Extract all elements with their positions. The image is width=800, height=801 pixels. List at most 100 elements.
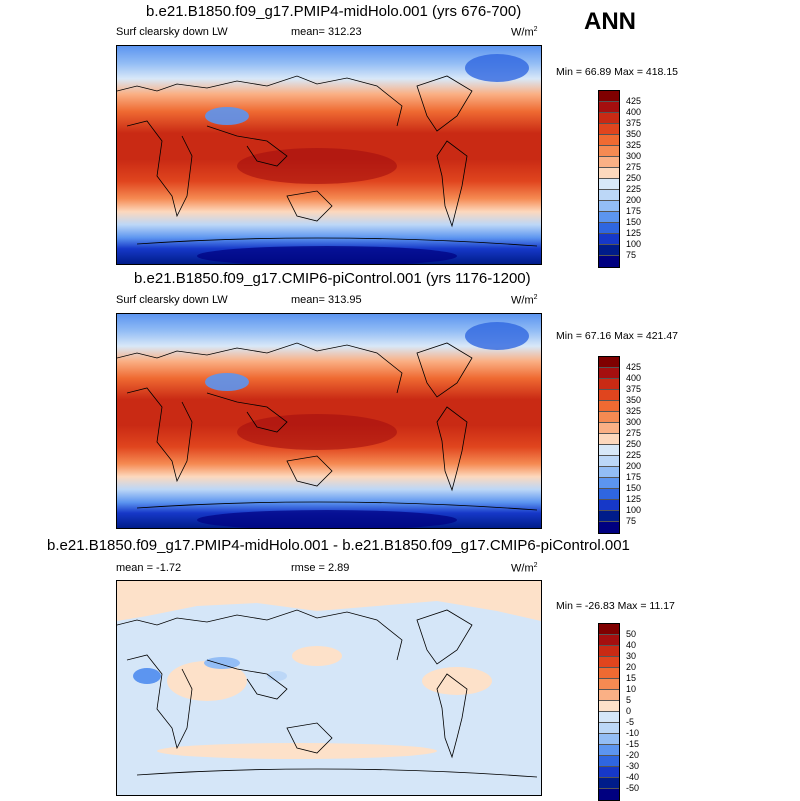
panel2-title: b.e21.B1850.f09_g17.CMIP6-piControl.001 …	[134, 270, 531, 287]
panel3-map	[116, 580, 542, 796]
colorbar-box	[599, 712, 619, 723]
panel1-mean-label: mean= 312.23	[291, 26, 362, 38]
colorbar-tick-label: 15	[626, 673, 637, 683]
colorbar-tick-label: 400	[626, 107, 642, 117]
panel3-title: b.e21.B1850.f09_g17.PMIP4-midHolo.001 - …	[47, 537, 630, 554]
colorbar-box	[599, 102, 619, 113]
colorbar-box	[599, 657, 619, 668]
colorbar-box	[599, 201, 619, 212]
panel1-minmax: Min = 66.89 Max = 418.15	[556, 66, 678, 78]
panel1-colorbar	[598, 90, 620, 268]
panel2-map	[116, 313, 542, 529]
colorbar-tick-label: -40	[626, 772, 640, 782]
colorbar-box	[599, 357, 619, 368]
colorbar-box	[599, 646, 619, 657]
colorbar-box	[599, 723, 619, 734]
colorbar-tick-label: 375	[626, 384, 642, 394]
colorbar-tick-label: 300	[626, 151, 642, 161]
panel2-units: W/m2	[511, 294, 538, 307]
colorbar-box	[599, 522, 619, 533]
colorbar-tick-label: 325	[626, 140, 642, 150]
colorbar-box	[599, 489, 619, 500]
colorbar-tick-label: 75	[626, 250, 637, 260]
colorbar-tick-label: 200	[626, 195, 642, 205]
panel3-colorbar	[598, 623, 620, 801]
panel1-units: W/m2	[511, 26, 538, 39]
colorbar-box	[599, 390, 619, 401]
colorbar-tick-label: 200	[626, 461, 642, 471]
panel2-mean-label: mean= 313.95	[291, 294, 362, 306]
colorbar-box	[599, 256, 619, 267]
colorbar-tick-label: 325	[626, 406, 642, 416]
panel2-colorbar	[598, 356, 620, 534]
colorbar-tick-label: 175	[626, 472, 642, 482]
panel3-mean-label: mean = -1.72	[116, 562, 182, 574]
colorbar-box	[599, 635, 619, 646]
colorbar-tick-label: -15	[626, 739, 640, 749]
panel1-map	[116, 45, 542, 265]
colorbar-tick-label: 75	[626, 516, 637, 526]
colorbar-tick-label: 275	[626, 428, 642, 438]
colorbar-box	[599, 456, 619, 467]
colorbar-tick-label: 20	[626, 662, 637, 672]
panel1-title: b.e21.B1850.f09_g17.PMIP4-midHolo.001 (y…	[146, 3, 522, 20]
panel3-minmax: Min = -26.83 Max = 11.17	[556, 600, 675, 612]
panel1-variable-label: Surf clearsky down LW	[116, 26, 228, 38]
colorbar-box	[599, 690, 619, 701]
colorbar-box	[599, 157, 619, 168]
colorbar-box	[599, 624, 619, 635]
colorbar-tick-label: 250	[626, 439, 642, 449]
colorbar-box	[599, 434, 619, 445]
colorbar-box	[599, 756, 619, 767]
colorbar-tick-label: 250	[626, 173, 642, 183]
colorbar-box	[599, 212, 619, 223]
colorbar-box	[599, 401, 619, 412]
colorbar-tick-label: -20	[626, 750, 640, 760]
colorbar-tick-label: 300	[626, 417, 642, 427]
panel2-variable-label: Surf clearsky down LW	[116, 294, 228, 306]
colorbar-box	[599, 146, 619, 157]
colorbar-box	[599, 500, 619, 511]
colorbar-box	[599, 767, 619, 778]
colorbar-box	[599, 445, 619, 456]
colorbar-box	[599, 124, 619, 135]
colorbar-box	[599, 511, 619, 522]
colorbar-tick-label: -50	[626, 783, 640, 793]
season-label: ANN	[584, 8, 636, 35]
colorbar-box	[599, 113, 619, 124]
colorbar-tick-label: 225	[626, 450, 642, 460]
colorbar-tick-label: 375	[626, 118, 642, 128]
colorbar-box	[599, 379, 619, 390]
colorbar-tick-label: -30	[626, 761, 640, 771]
colorbar-box	[599, 478, 619, 489]
colorbar-tick-label: 100	[626, 505, 642, 515]
colorbar-box	[599, 179, 619, 190]
colorbar-box	[599, 135, 619, 146]
colorbar-box	[599, 467, 619, 478]
colorbar-tick-label: -10	[626, 728, 640, 738]
colorbar-box	[599, 679, 619, 690]
colorbar-box	[599, 778, 619, 789]
colorbar-box	[599, 223, 619, 234]
colorbar-box	[599, 701, 619, 712]
colorbar-box	[599, 734, 619, 745]
colorbar-tick-label: 5	[626, 695, 632, 705]
colorbar-box	[599, 245, 619, 256]
colorbar-tick-label: 30	[626, 651, 637, 661]
colorbar-box	[599, 234, 619, 245]
colorbar-tick-label: 225	[626, 184, 642, 194]
colorbar-tick-label: 50	[626, 629, 637, 639]
colorbar-tick-label: 150	[626, 217, 642, 227]
colorbar-tick-label: 0	[626, 706, 632, 716]
colorbar-box	[599, 668, 619, 679]
colorbar-tick-label: 400	[626, 373, 642, 383]
colorbar-tick-label: 10	[626, 684, 637, 694]
colorbar-tick-label: 350	[626, 129, 642, 139]
colorbar-box	[599, 368, 619, 379]
colorbar-tick-label: 150	[626, 483, 642, 493]
colorbar-box	[599, 423, 619, 434]
colorbar-tick-label: 175	[626, 206, 642, 216]
colorbar-tick-label: 125	[626, 228, 642, 238]
colorbar-tick-label: 125	[626, 494, 642, 504]
colorbar-tick-label: 350	[626, 395, 642, 405]
